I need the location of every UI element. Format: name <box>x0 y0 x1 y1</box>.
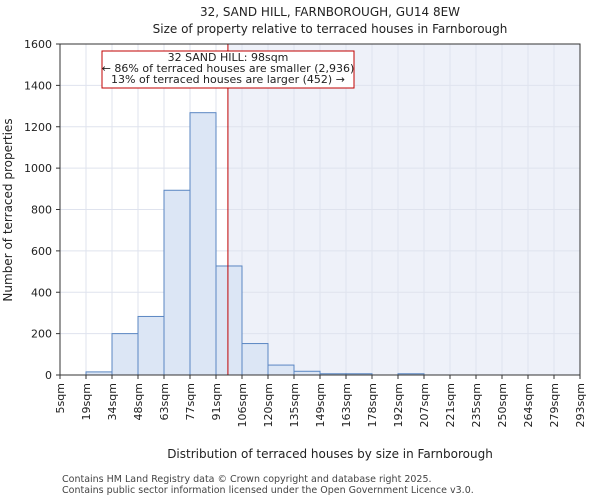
bar-63sqm <box>163 189 191 376</box>
x-tick-label: 63sqm <box>158 383 171 420</box>
x-tick-label: 178sqm <box>366 383 379 427</box>
y-tick-label: 1000 <box>24 162 52 175</box>
x-tick-label: 221sqm <box>444 383 457 427</box>
y-tick-label: 800 <box>31 204 52 217</box>
annotation-box: 32 SAND HILL: 98sqm ← 86% of terraced ho… <box>101 50 355 89</box>
x-tick-label: 207sqm <box>418 383 431 427</box>
y-tick-label: 600 <box>31 245 52 258</box>
y-tick-label: 1200 <box>24 121 52 134</box>
x-tick-label: 192sqm <box>392 383 405 427</box>
footer-licence: Contains public sector information licen… <box>62 485 474 496</box>
y-axis-label: Number of terraced properties <box>1 118 15 301</box>
footer-copyright: Contains HM Land Registry data © Crown c… <box>62 474 432 485</box>
bar-135sqm <box>293 370 321 376</box>
bar-106sqm <box>241 343 269 376</box>
x-tick-label: 135sqm <box>288 383 301 427</box>
chart-subtitle: Size of property relative to terraced ho… <box>153 22 508 36</box>
histogram-chart: 32, SAND HILL, FARNBOROUGH, GU14 8EW Siz… <box>1 5 587 461</box>
bar-48sqm <box>137 315 165 376</box>
annotation-line-1: 32 SAND HILL: 98sqm <box>168 51 289 64</box>
x-tick-label: 250sqm <box>496 383 509 427</box>
y-tick-label: 0 <box>45 369 52 382</box>
bars <box>85 112 425 376</box>
y-tick-label: 1600 <box>24 38 52 51</box>
x-tick-label: 149sqm <box>314 383 327 427</box>
x-axis-ticks: 5sqm 19sqm 34sqm 48sqm 63sqm 77sqm 91sqm 106sqm… <box>54 375 587 427</box>
x-tick-label: 293sqm <box>574 383 587 427</box>
x-tick-label: 235sqm <box>470 383 483 427</box>
x-tick-label: 264sqm <box>522 383 535 427</box>
x-tick-label: 77sqm <box>184 383 197 420</box>
x-tick-label: 5sqm <box>54 383 67 413</box>
y-tick-label: 1400 <box>24 79 52 92</box>
x-tick-label: 19sqm <box>80 383 93 420</box>
x-axis-label: Distribution of terraced houses by size … <box>167 447 493 461</box>
x-tick-label: 106sqm <box>236 383 249 427</box>
x-tick-label: 91sqm <box>210 383 223 420</box>
bar-120sqm <box>267 364 295 376</box>
y-tick-label: 200 <box>31 328 52 341</box>
y-tick-label: 400 <box>31 286 52 299</box>
x-tick-label: 48sqm <box>132 383 145 420</box>
x-tick-label: 120sqm <box>262 383 275 427</box>
annotation-line-3: 13% of terraced houses are larger (452) … <box>111 73 345 86</box>
x-tick-label: 279sqm <box>548 383 561 427</box>
chart-title: 32, SAND HILL, FARNBOROUGH, GU14 8EW <box>200 5 460 19</box>
bar-77sqm <box>189 112 217 376</box>
x-tick-label: 163sqm <box>340 383 353 427</box>
bar-34sqm <box>111 333 139 376</box>
annotation-line-2: ← 86% of terraced houses are smaller (2,… <box>102 62 355 75</box>
annotation-box-frame <box>101 50 355 89</box>
y-axis-ticks: 0 200 400 600 800 1000 1200 1400 1600 <box>24 38 60 382</box>
x-tick-label: 34sqm <box>106 383 119 420</box>
bar-91sqm <box>215 265 243 376</box>
